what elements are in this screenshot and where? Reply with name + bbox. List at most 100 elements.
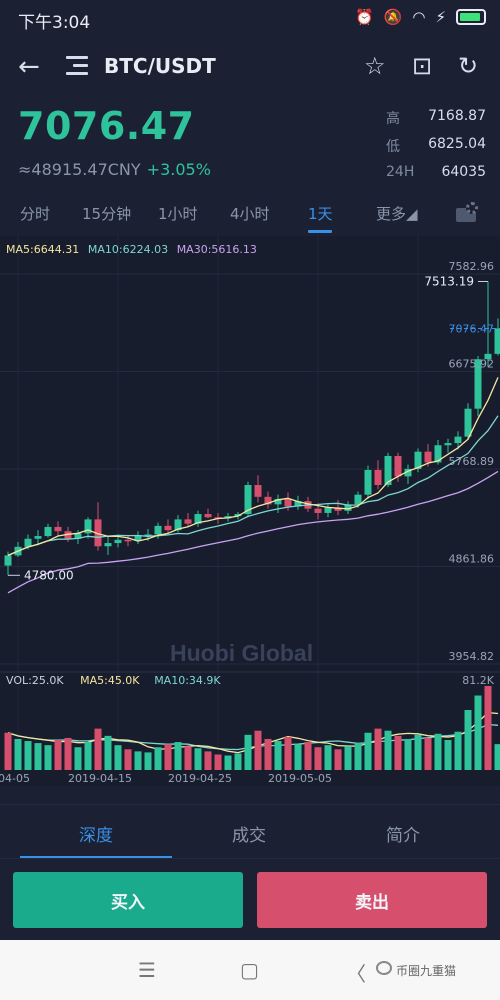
volume-bar (24, 741, 32, 770)
volume-legend-item: MA5:45.0K (80, 674, 140, 687)
volume-bars (4, 686, 500, 770)
price-ticks: 7582.96 6675.92 5768.89 4861.86 3954.82 (449, 260, 495, 663)
refresh-icon[interactable]: ↻ (458, 52, 479, 80)
candle-body (234, 514, 242, 517)
stat-value: 64035 (441, 164, 486, 180)
star-icon[interactable]: ☆ (364, 52, 386, 80)
stat-value: 6825.04 (428, 136, 486, 152)
tab-intro[interactable]: 简介 (386, 826, 420, 846)
volume-bar (324, 745, 332, 770)
candle-body (154, 525, 162, 535)
volume-bar (434, 733, 442, 770)
change-percent: +3.05% (146, 160, 211, 179)
volume-bar (404, 738, 412, 770)
volume-bar (124, 749, 132, 770)
candle-body (114, 539, 122, 544)
price-tick-label: 3954.82 (449, 650, 495, 663)
kline-svg: Huobi Global MA5:6644.31 MA10:6224.03 MA30… (0, 236, 500, 785)
candle-body (394, 455, 402, 477)
status-icons: ⏰ 🔕 ◠ ⚡ (355, 8, 486, 26)
candle-body (284, 498, 292, 507)
ma-legend-item: MA30:5616.13 (177, 243, 257, 256)
tab-more[interactable]: 更多◢ (376, 205, 418, 223)
back-nav-icon[interactable]: 〈 (346, 962, 366, 986)
price-tick-label: 5768.89 (449, 455, 495, 468)
tab-trades[interactable]: 成交 (232, 826, 266, 846)
volume-bar (34, 743, 42, 770)
volume-bar (374, 728, 382, 770)
volume-bar (14, 738, 22, 770)
annotations: 7076.47 7513.19 4780.00 (8, 274, 500, 582)
volume-bar (104, 735, 112, 770)
last-price: 7076.47 (18, 104, 195, 148)
date-label: 2019-04-25 (168, 772, 232, 785)
volume-bar (494, 744, 500, 770)
candle-body (314, 508, 322, 513)
volume-legend-item: VOL:25.0K (6, 674, 64, 687)
volume-bar (454, 731, 462, 770)
candle-body (424, 451, 432, 463)
volume-bar (284, 736, 292, 770)
date-labels: 04-05 2019-04-15 2019-04-25 2019-05-05 (0, 772, 332, 785)
volume-bar (424, 737, 432, 770)
volume-bar (294, 744, 302, 770)
tab-1day[interactable]: 1天 (308, 205, 333, 223)
candle-body (84, 519, 92, 534)
candle-body (444, 443, 452, 446)
volume-bar (4, 732, 12, 770)
stat-label: 低 (386, 139, 400, 155)
tab-1hour[interactable]: 1小时 (158, 205, 198, 223)
kline-chart[interactable]: Huobi Global MA5:6644.31 MA10:6224.03 MA30… (0, 236, 500, 786)
system-navbar: ☰ ▢ 〈 币圈九重猫 (0, 940, 500, 1000)
volume-bar (174, 742, 182, 770)
volume-bar (334, 749, 342, 770)
price-tick-label: 6675.92 (449, 358, 495, 371)
candle-body (44, 526, 52, 537)
mute-icon: 🔕 (383, 8, 403, 26)
volume-bar (204, 751, 212, 770)
watermark-text: Huobi Global (170, 640, 313, 666)
tab-4hour[interactable]: 4小时 (230, 205, 270, 223)
candle-body (484, 353, 492, 360)
chart-grid (0, 236, 500, 770)
volume-legend: VOL:25.0K MA5:45.0K MA10:34.9K 81.2K (6, 674, 495, 687)
volume-bar (194, 748, 202, 770)
ma-lines (7, 377, 499, 754)
candle-body (384, 455, 392, 486)
volume-bar (264, 738, 272, 770)
volume-bar (84, 742, 92, 770)
chart-settings-icon[interactable] (454, 202, 480, 224)
menu-nav-icon[interactable]: ☰ (138, 958, 156, 982)
volume-bar (274, 741, 282, 770)
tab-depth[interactable]: 深度 (79, 826, 113, 846)
sell-button[interactable]: 卖出 (257, 872, 487, 928)
volume-bar (464, 710, 472, 770)
candle-body (434, 445, 442, 463)
candle-body (244, 485, 252, 515)
candle-body (104, 543, 112, 547)
volume-bar (254, 730, 262, 770)
volume-bar (304, 742, 312, 770)
vol-ma5-line (7, 711, 499, 754)
menu-icon[interactable] (66, 56, 88, 76)
buy-button[interactable]: 买入 (13, 872, 243, 928)
candle-body (474, 359, 482, 409)
trade-actions: 买入 卖出 (0, 858, 500, 940)
tab-15min[interactable]: 15分钟 (82, 205, 132, 223)
candle-body (354, 494, 362, 505)
candle-body (254, 485, 262, 497)
back-icon[interactable]: ← (18, 52, 40, 82)
brand-watermark: 币圈九重猫 (396, 964, 457, 978)
pair-title[interactable]: BTC/USDT (104, 54, 216, 78)
candle-body (194, 514, 202, 524)
volume-bar (344, 746, 352, 770)
tab-timeline[interactable]: 分时 (20, 205, 51, 223)
candle-body (464, 408, 472, 437)
candle-body (64, 531, 72, 539)
candle-body (324, 507, 332, 513)
candle-body (344, 504, 352, 511)
stat-low: 低 6825.04 (386, 136, 486, 164)
scan-icon[interactable]: ⊡ (412, 52, 433, 80)
wechat-icon (376, 961, 392, 975)
home-nav-icon[interactable]: ▢ (240, 958, 259, 982)
